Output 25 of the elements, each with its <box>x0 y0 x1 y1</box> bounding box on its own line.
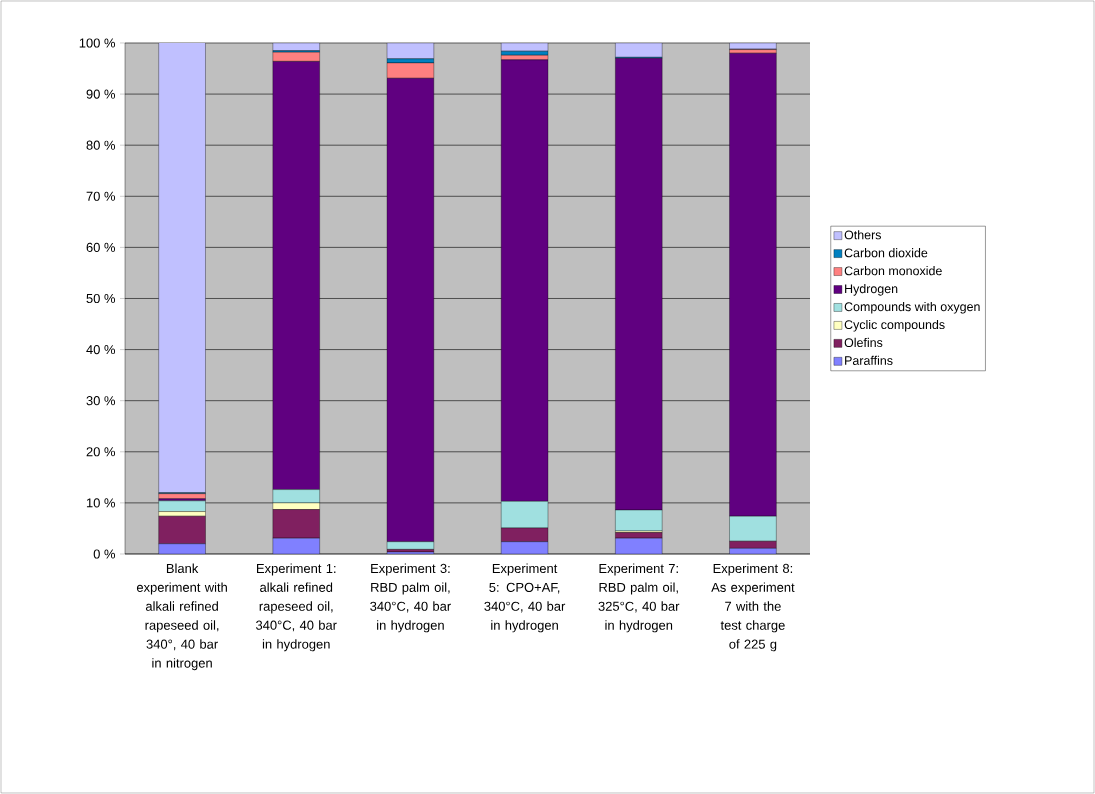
legend-label: Paraffins <box>845 355 893 365</box>
y-tick-label: 60 % <box>86 242 116 252</box>
y-tick-label: 40 % <box>86 345 116 355</box>
y-tick-label: 10 % <box>86 498 116 508</box>
legend-label: Olefins <box>844 337 883 348</box>
legend-label: Cyclic compounds <box>844 319 945 332</box>
y-tick-label: 50 % <box>86 293 116 304</box>
legend-label: Others <box>844 230 882 240</box>
y-tick-label: 100 % <box>79 38 116 48</box>
x-tick-label: Experiment 5: CPO+AF, 340°C, 40 bar in hydrogen <box>484 563 566 633</box>
y-tick-label: 20 % <box>86 447 116 457</box>
x-tick-label: Experiment 7: RBD palm oil, 325°C, 40 bar in hydrogen <box>598 563 680 633</box>
x-tick-label: Blank experiment with alkali refined rapeseed oil, 340°, 40 bar in nitrogen <box>136 563 227 671</box>
x-tick-label: Experiment 3: RBD palm oil, 340°C, 40 bar in hydrogen <box>370 563 451 633</box>
y-tick-label: 70 % <box>86 191 116 201</box>
y-tick-label: 30 % <box>86 396 116 406</box>
legend-label: Carbon monoxide <box>844 266 942 276</box>
y-tick-label: 0 % <box>93 549 116 559</box>
x-tick-label: Experiment 8: As experiment 7 with the test charge of 225 g <box>711 563 795 652</box>
legend-label: Compounds with oxygen <box>844 301 980 314</box>
x-tick-label: Experiment 1: alkali refined rapeseed oil, 340°C, 40 bar in hydrogen <box>256 563 337 652</box>
legend-label: Carbon dioxide <box>844 248 928 258</box>
y-tick-label: 90 % <box>86 89 116 99</box>
legend-label: Hydrogen <box>845 284 898 296</box>
y-tick-label: 80 % <box>86 140 116 150</box>
